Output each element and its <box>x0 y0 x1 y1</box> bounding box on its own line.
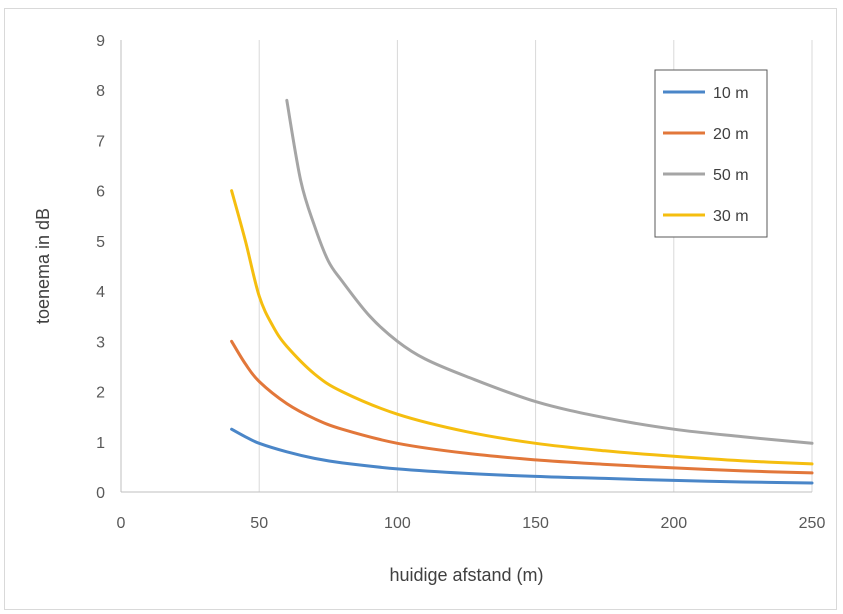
series-lines <box>230 98 814 485</box>
series-line-30m <box>230 189 814 466</box>
series-line-50m <box>285 98 814 445</box>
tick-labels: 0 50 100 150 200 250 0 1 2 3 4 5 6 7 8 9 <box>96 33 825 532</box>
series-line-20m <box>230 339 814 475</box>
y-tick-label: 4 <box>96 284 105 301</box>
legend-label: 10 m <box>713 85 749 102</box>
x-tick-label: 50 <box>250 515 268 532</box>
y-axis-title: toenema in dB <box>33 208 53 324</box>
x-tick-label: 250 <box>799 515 826 532</box>
x-tick-label: 200 <box>660 515 687 532</box>
legend-label: 20 m <box>713 126 749 143</box>
y-tick-label: 3 <box>96 334 105 351</box>
legend-box <box>654 69 768 238</box>
series-line-10m <box>230 427 814 485</box>
y-tick-label: 8 <box>96 83 105 100</box>
x-tick-label: 0 <box>117 515 126 532</box>
legend: 10 m 20 m 50 m 30 m <box>654 69 768 238</box>
axes <box>120 40 812 493</box>
legend-label: 50 m <box>713 167 749 184</box>
legend-label: 30 m <box>713 208 749 225</box>
y-tick-label: 9 <box>96 33 105 50</box>
y-tick-label: 6 <box>96 184 105 201</box>
x-axis-title: huidige afstand (m) <box>389 565 543 585</box>
x-tick-label: 100 <box>384 515 411 532</box>
y-tick-label: 7 <box>96 133 105 150</box>
grid-lines <box>258 40 813 492</box>
x-tick-label: 150 <box>522 515 549 532</box>
y-tick-label: 2 <box>96 385 105 402</box>
y-tick-label: 1 <box>96 435 105 452</box>
y-tick-label: 0 <box>96 485 105 502</box>
y-tick-label: 5 <box>96 234 105 251</box>
